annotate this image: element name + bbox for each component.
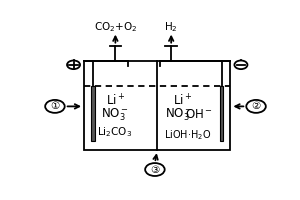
Text: Li$_2$CO$_3$: Li$_2$CO$_3$ (97, 125, 132, 139)
Bar (91, 86, 95, 141)
Circle shape (234, 60, 248, 69)
Text: Li$^+$: Li$^+$ (173, 93, 193, 109)
Text: OH$^-$: OH$^-$ (185, 108, 213, 121)
Bar (220, 86, 224, 141)
Text: ②: ② (251, 101, 261, 111)
Text: ③: ③ (150, 165, 160, 175)
Text: NO$_3^-$: NO$_3^-$ (165, 107, 193, 123)
Text: ①: ① (50, 101, 60, 111)
Circle shape (67, 60, 80, 69)
Circle shape (246, 100, 266, 113)
Text: LiOH·H$_2$O: LiOH·H$_2$O (164, 128, 211, 142)
Text: H$_2$: H$_2$ (164, 20, 178, 34)
Text: NO$_3^-$: NO$_3^-$ (101, 107, 129, 123)
Bar (84, 61, 230, 150)
Text: CO$_2$+O$_2$: CO$_2$+O$_2$ (94, 20, 137, 34)
Circle shape (45, 100, 65, 113)
Text: Li$^+$: Li$^+$ (106, 93, 125, 109)
Circle shape (145, 163, 165, 176)
